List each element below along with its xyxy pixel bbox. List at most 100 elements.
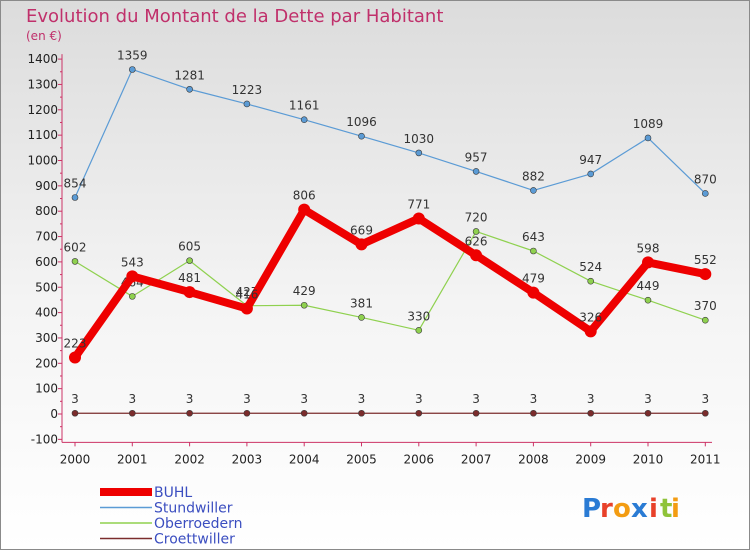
data-label: 669 [350, 223, 373, 237]
data-point [71, 409, 79, 417]
data-label: 854 [64, 177, 87, 191]
data-point [584, 325, 597, 338]
data-label: 479 [522, 272, 545, 286]
data-label: 643 [522, 230, 545, 244]
data-label: 1096 [346, 115, 377, 129]
data-label: 1223 [232, 83, 263, 97]
axes: -100 0 100 200 300 400 500 600 700 800 900 1000 1100… [27, 52, 720, 466]
data-label: 524 [579, 260, 602, 274]
y-tick-label: 0 [50, 407, 58, 421]
y-tick-label: 700 [35, 230, 58, 244]
x-tick-label: 2005 [346, 452, 377, 466]
data-point [243, 100, 251, 108]
data-label: 806 [293, 189, 316, 203]
data-label: 957 [465, 150, 488, 164]
legend-label: Stundwiller [154, 501, 233, 517]
x-tick-label: 2004 [289, 452, 320, 466]
data-point [587, 170, 595, 178]
y-tick-label: 500 [35, 280, 58, 294]
data-label: 552 [694, 253, 717, 267]
data-point [472, 228, 480, 235]
series-croettwiller: 3 3 3 3 3 3 3 3 3 3 3 3 [71, 392, 709, 417]
logo-letter: r [600, 494, 613, 524]
data-point [298, 203, 311, 216]
data-label: 3 [587, 392, 595, 406]
data-point [183, 286, 196, 299]
data-point [412, 212, 425, 225]
logo-letter: t [660, 494, 672, 524]
data-label: 882 [522, 169, 545, 183]
data-point [355, 238, 368, 251]
data-label: 3 [71, 392, 79, 406]
data-point [587, 409, 595, 417]
data-label: 626 [465, 234, 488, 248]
y-tick-label: 1300 [27, 77, 58, 91]
y-tick-label: 1000 [27, 154, 58, 168]
data-label: 3 [186, 392, 194, 406]
data-point [71, 258, 79, 265]
data-point [415, 327, 423, 334]
data-point [644, 134, 652, 142]
data-point [644, 296, 652, 304]
data-point [530, 187, 537, 194]
series-buhl: 223 543 481 416 806 669 771 626 479 326 598 552 [64, 189, 717, 364]
logo-letter: P [582, 494, 601, 524]
data-label: 3 [644, 392, 652, 406]
x-tick-label: 2009 [575, 452, 606, 466]
data-point [415, 149, 423, 157]
data-label: 330 [407, 309, 430, 323]
data-label: 3 [472, 392, 480, 406]
y-tick-label: 200 [35, 356, 58, 370]
chart-subtitle: (en €) [26, 29, 62, 43]
data-point [358, 314, 365, 321]
x-tick-label: 2003 [232, 452, 263, 466]
data-label: 416 [235, 288, 258, 302]
data-point [186, 257, 193, 264]
data-label: 870 [694, 172, 717, 186]
data-point [243, 409, 251, 417]
series-line [74, 68, 706, 199]
data-label: 3 [701, 392, 709, 406]
data-label: 543 [121, 255, 144, 269]
y-tick-label: 900 [35, 179, 58, 193]
data-label: 1359 [117, 48, 148, 62]
logo-letter: i [671, 494, 680, 524]
data-label: 3 [530, 392, 538, 406]
data-label: 1089 [633, 117, 664, 131]
y-tick-label: 1200 [27, 103, 58, 117]
x-tick-label: 2006 [404, 452, 435, 466]
series-line [71, 205, 710, 362]
data-point [69, 351, 81, 364]
data-label: 1030 [404, 132, 435, 146]
x-tick-label: 2002 [174, 452, 205, 466]
data-point [530, 409, 537, 417]
data-point [527, 286, 540, 299]
x-tick-label: 2007 [461, 452, 492, 466]
data-point [699, 268, 712, 281]
x-tick-label: 2001 [117, 452, 148, 466]
data-point [415, 409, 423, 417]
data-point [644, 409, 652, 417]
y-tick-label: 300 [35, 331, 58, 345]
data-point [701, 190, 709, 197]
data-point [129, 66, 136, 73]
data-point [71, 194, 79, 201]
data-point [470, 249, 483, 262]
data-label: 602 [64, 240, 87, 254]
data-point [126, 270, 139, 283]
data-point [186, 85, 193, 93]
data-point [701, 316, 709, 324]
data-point [186, 409, 193, 417]
y-tick-label: 800 [35, 204, 58, 218]
x-tick-label: 2000 [60, 452, 91, 466]
data-label: 481 [178, 271, 201, 285]
data-label: 3 [300, 392, 308, 406]
data-label: 1161 [289, 99, 320, 113]
data-label: 3 [243, 392, 251, 406]
data-point [300, 116, 308, 123]
series-stundwiller: 854 1359 1281 1223 1161 1096 1030 957 882 947 1089… [64, 48, 717, 201]
